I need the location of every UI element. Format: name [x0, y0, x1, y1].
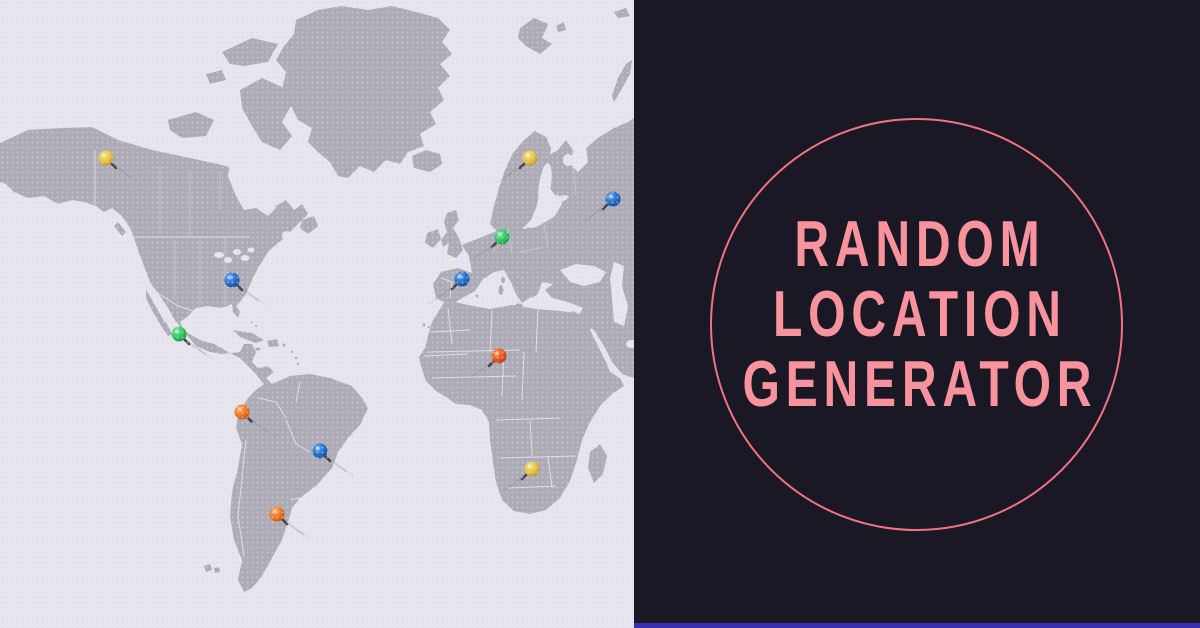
cuba: [233, 330, 264, 343]
page-title: RANDOM LOCATION GENERATOR: [634, 209, 1200, 419]
ireland: [425, 229, 441, 248]
madagascar: [588, 444, 607, 483]
world-map: [0, 6, 634, 592]
title-line-2: LOCATION: [772, 277, 1067, 350]
circle-frame: [710, 118, 1123, 531]
title-line-1: RANDOM: [794, 207, 1046, 280]
africa: [419, 300, 624, 514]
title-line-3: GENERATOR: [742, 347, 1098, 420]
iceland: [412, 150, 442, 172]
vancouver-island: [114, 222, 126, 236]
world-map-panel: [0, 0, 634, 628]
title-panel: RANDOM LOCATION GENERATOR: [634, 0, 1200, 628]
south-america: [230, 374, 368, 592]
continents: [0, 6, 634, 592]
white-sea: [563, 154, 573, 166]
falkland-islands: [204, 564, 220, 573]
accent-strip: [634, 623, 1200, 628]
great-britain: [441, 210, 463, 258]
